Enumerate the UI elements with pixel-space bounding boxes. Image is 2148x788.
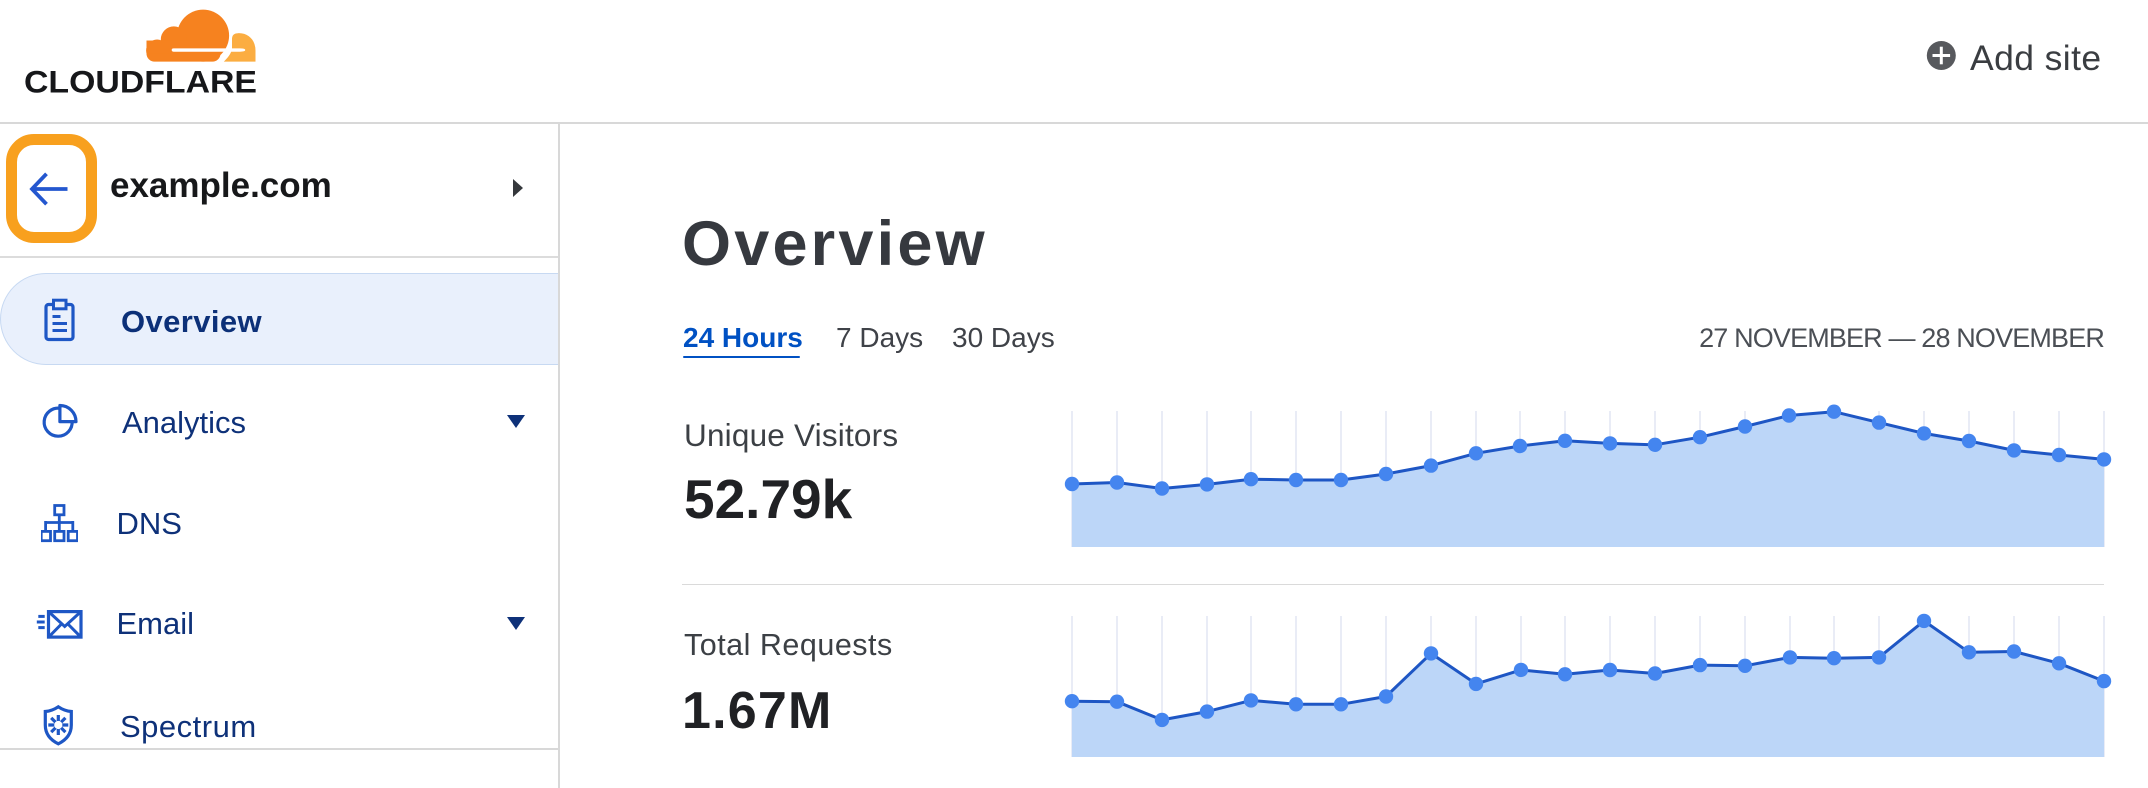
svg-text:CLOUDFLARE: CLOUDFLARE xyxy=(24,64,257,100)
